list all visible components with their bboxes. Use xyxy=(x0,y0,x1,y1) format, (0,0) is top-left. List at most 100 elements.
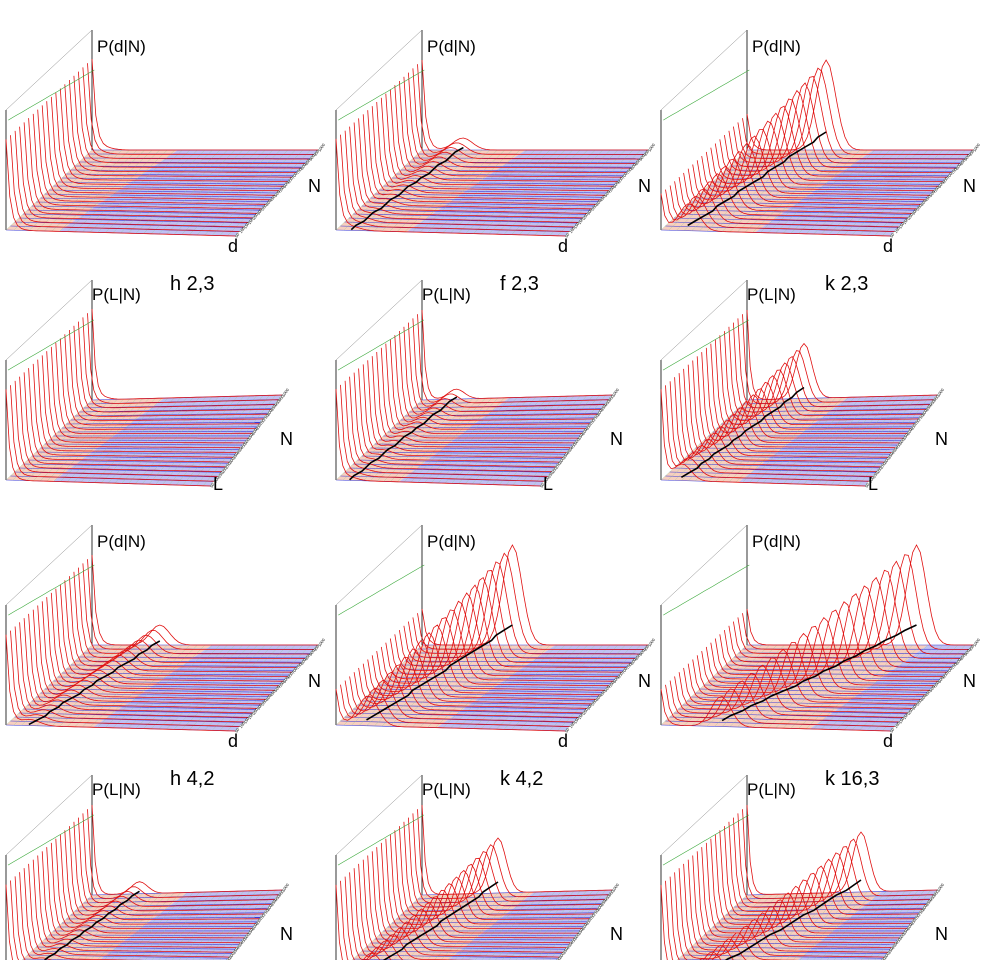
floor-grid-line xyxy=(697,894,767,960)
z-axis-label: N xyxy=(935,924,948,944)
series-curve xyxy=(376,101,605,196)
floor-grid-line xyxy=(144,891,207,960)
series-curve xyxy=(417,64,644,155)
series-curve xyxy=(69,576,297,668)
floor-grid-line xyxy=(135,644,221,729)
y-axis-label: P(d|N) xyxy=(427,532,476,551)
series-curve xyxy=(687,648,917,705)
n-tick-label: 300 xyxy=(256,207,264,216)
z-axis-label: N xyxy=(610,429,623,449)
floor-grid-line xyxy=(173,149,258,235)
floor-grid-line xyxy=(859,149,943,236)
n-tick-label: 300 xyxy=(883,456,891,465)
series-curve xyxy=(385,609,614,682)
series-curve xyxy=(714,601,943,678)
n-tick-label: 450 xyxy=(894,936,902,945)
n-tick-label: 750 xyxy=(295,661,303,670)
n-tick-label: 500 xyxy=(898,436,906,445)
series-curve xyxy=(399,80,627,173)
floor-grid-line xyxy=(83,893,150,960)
floor-grid-line xyxy=(481,891,543,960)
n-tick-label: 550 xyxy=(902,927,910,936)
series-curve xyxy=(28,368,229,463)
series-curve xyxy=(724,331,919,421)
n-tick-label: 500 xyxy=(273,684,281,693)
floor-grid-line xyxy=(851,644,936,731)
floor-grid-line xyxy=(729,149,815,232)
floor-grid-line xyxy=(564,644,649,732)
floor-grid-line xyxy=(404,149,490,232)
n-tick-label: 650 xyxy=(254,917,262,926)
series-curve xyxy=(340,384,544,482)
chart-panel-3: 5010015020025030035040045050055060065070… xyxy=(660,29,981,256)
floor-grid-line xyxy=(806,891,868,960)
series-curve xyxy=(362,859,563,953)
series-curve xyxy=(376,847,575,939)
floor-grid-line xyxy=(737,644,823,728)
floor-grid-line xyxy=(495,891,556,960)
floor-grid-line xyxy=(492,396,568,485)
n-tick-label: 1000 xyxy=(647,637,657,648)
series-curve xyxy=(50,96,279,192)
n-tick-label: 250 xyxy=(581,706,589,715)
envelope-curve xyxy=(7,814,95,866)
floor-grid-line xyxy=(89,644,175,728)
n-tick-label: 250 xyxy=(906,706,914,715)
n-tick-label: 900 xyxy=(308,153,316,162)
floor-grid-line xyxy=(496,644,581,730)
n-tick-label: 650 xyxy=(941,670,949,679)
series-curve xyxy=(417,314,609,404)
series-curve xyxy=(394,592,622,673)
series-curve xyxy=(719,105,947,178)
floor-region-low xyxy=(661,397,848,483)
floor-grid-line xyxy=(844,395,919,486)
n-tick-label: 400 xyxy=(264,198,272,207)
series-curve xyxy=(10,630,240,727)
floor-grid-line xyxy=(783,396,862,484)
n-tick-label: 350 xyxy=(915,697,923,706)
top-edge xyxy=(5,774,93,856)
series-curve xyxy=(412,813,605,904)
n-tick-label: 900 xyxy=(273,398,281,407)
chart-panel-10: 5010015020025030035040045050055060065070… xyxy=(5,768,293,960)
series-curve xyxy=(737,318,930,409)
floor-grid-line xyxy=(342,399,429,481)
n-tick-label: 750 xyxy=(625,166,633,175)
series-curve xyxy=(669,680,899,723)
series-curve xyxy=(385,838,582,929)
floor-grid-line xyxy=(143,149,228,234)
floor-grid-line xyxy=(798,644,883,729)
n-tick-label: 50 xyxy=(864,481,871,488)
series-curve xyxy=(678,664,908,714)
n-tick-label: 250 xyxy=(224,460,232,469)
n-tick-label: 250 xyxy=(251,211,259,220)
chart-panel-1: 5010015020025030035040045050055060065070… xyxy=(5,29,326,256)
n-tick-label: 450 xyxy=(924,688,932,697)
floor-grid-line xyxy=(738,893,805,960)
n-tick-label: 250 xyxy=(251,706,259,715)
floor-grid-line xyxy=(12,399,99,481)
series-curve xyxy=(408,322,601,412)
floor-grid-line xyxy=(790,149,876,234)
floor-grid-line xyxy=(117,892,181,960)
n-tick-label: 650 xyxy=(254,422,262,431)
series-curve xyxy=(358,657,587,709)
floor-grid-line xyxy=(13,149,100,231)
floor-grid-line xyxy=(549,149,634,236)
series-curve xyxy=(746,804,938,895)
floor-grid-line xyxy=(128,149,213,234)
n-tick-label: 300 xyxy=(883,951,891,960)
n-tick-label: 950 xyxy=(932,393,940,402)
n-tick-label: 450 xyxy=(569,441,577,450)
series-curve xyxy=(367,360,567,453)
floor-grid-line xyxy=(185,890,245,960)
n-tick-label: 650 xyxy=(909,917,917,926)
series-curve xyxy=(362,364,563,458)
n-tick-label: 700 xyxy=(258,417,266,426)
series-curve xyxy=(412,68,640,160)
floor-grid-line xyxy=(874,644,959,731)
series-curve xyxy=(696,632,925,696)
floor-grid-line xyxy=(33,399,118,481)
floor-grid-line xyxy=(335,149,423,231)
n-tick-label: 100 xyxy=(568,225,576,234)
